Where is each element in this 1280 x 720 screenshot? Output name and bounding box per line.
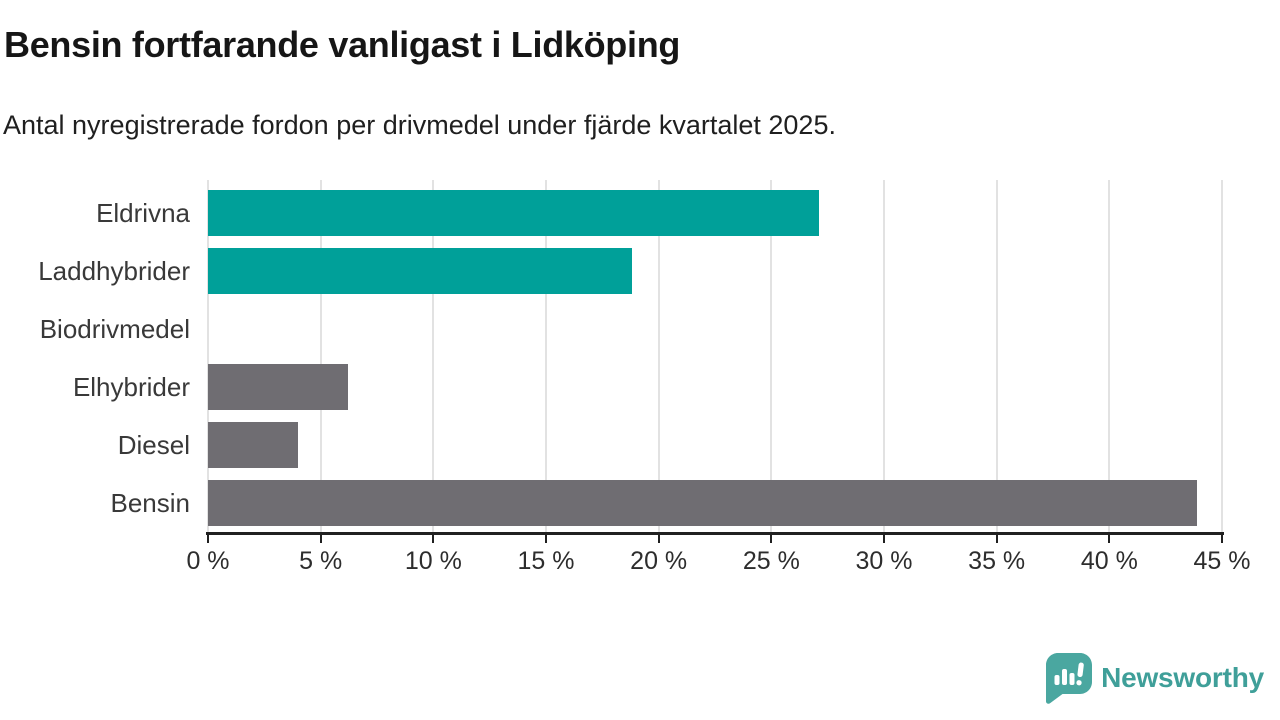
x-axis-tick-label: 40 %: [1080, 547, 1138, 575]
category-label-laddhybrider: Laddhybrider: [38, 256, 190, 286]
gridline: [883, 180, 885, 532]
x-axis-tick: [657, 534, 660, 543]
gridline: [1108, 180, 1111, 532]
plot-area: 0 % 5 % 10 % 15 % 20 % 25 % 30 % 35 % 40 % 45 %: [186, 180, 1250, 575]
gridlines: [207, 180, 1223, 532]
gridline: [545, 180, 547, 532]
x-axis-tick-label: 15 %: [517, 547, 575, 575]
x-axis-tick-label: 35 %: [968, 547, 1026, 575]
x-axis-tick-label: 5 %: [299, 547, 343, 575]
x-axis-tick: [319, 534, 322, 543]
gridline: [432, 180, 435, 532]
bar-diesel: [208, 422, 299, 468]
x-axis-tick: [995, 534, 998, 543]
gridline: [319, 180, 322, 532]
gridline: [995, 180, 998, 532]
newsworthy-brand-text: Newsworthy: [1101, 662, 1264, 693]
bar-laddhybrider: [208, 248, 632, 294]
newsworthy-logo-icon: [1046, 653, 1093, 704]
gridline: [770, 180, 773, 532]
x-axis-tick-label: 10 %: [404, 547, 462, 575]
bar-elhybrider: [208, 364, 348, 410]
bar-bensin: [208, 480, 1198, 526]
x-axis-tick: [883, 534, 885, 543]
newsworthy-logo: Newsworthy: [1045, 652, 1264, 704]
x-axis-tick: [432, 534, 435, 543]
bar-eldrivna: [208, 190, 819, 236]
chart-subtitle: Antal nyregistrerade fordon per drivmede…: [3, 110, 836, 140]
x-axis-tick-label: 45 %: [1193, 547, 1251, 575]
x-axis-tick-label: 25 %: [742, 547, 800, 575]
x-axis-tick: [207, 534, 209, 543]
category-labels: Eldrivna Laddhybrider Biodrivmedel Elhybrid…: [0, 184, 190, 532]
chart-title: Bensin fortfarande vanligast i Lidköping: [4, 24, 681, 65]
x-axis-line: [206, 532, 1224, 535]
x-axis-tick-label: 30 %: [855, 547, 913, 575]
category-label-biodrivmedel: Biodrivmedel: [39, 314, 190, 344]
x-axis-tick: [1108, 534, 1111, 543]
category-label-eldrivna: Eldrivna: [96, 198, 190, 228]
gridline: [207, 180, 209, 532]
x-axis-tick: [545, 534, 547, 543]
x-axis-tick-label: 0 %: [186, 547, 230, 575]
x-axis-tick: [770, 534, 773, 543]
gridline: [657, 180, 660, 532]
gridline: [1221, 180, 1223, 532]
category-label-bensin: Bensin: [110, 488, 191, 518]
x-axis-tick-label: 20 %: [630, 547, 688, 575]
category-label-elhybrider: Elhybrider: [72, 372, 190, 402]
bar-rows: [208, 184, 1222, 532]
category-label-diesel: Diesel: [117, 430, 190, 460]
x-axis-tick: [1221, 534, 1223, 543]
